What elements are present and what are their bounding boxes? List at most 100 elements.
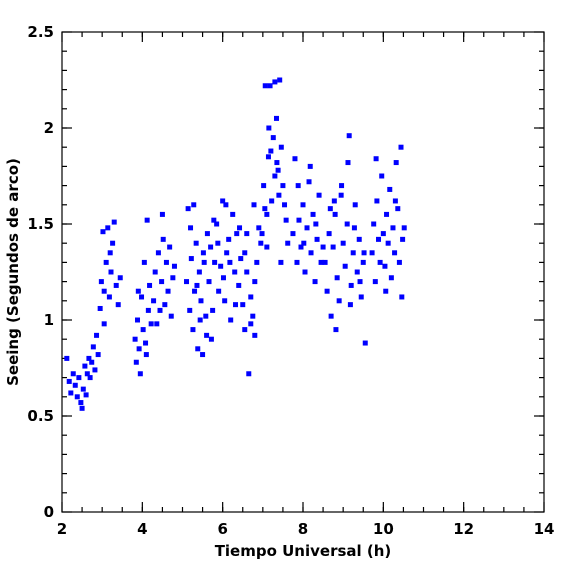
point — [220, 275, 226, 281]
point — [162, 302, 168, 308]
point — [371, 221, 377, 227]
point — [377, 259, 383, 265]
point — [282, 202, 288, 208]
point — [155, 250, 161, 256]
point — [230, 211, 236, 217]
point — [393, 160, 399, 166]
point — [295, 183, 301, 189]
point — [148, 321, 154, 327]
point — [322, 259, 328, 265]
point — [360, 259, 366, 265]
point — [392, 250, 398, 256]
point — [259, 231, 265, 237]
point — [290, 231, 296, 237]
point — [390, 225, 396, 231]
point — [160, 236, 166, 242]
point — [187, 307, 193, 313]
y-tick-label: 0.5 — [27, 407, 54, 425]
point — [86, 355, 92, 361]
point — [320, 244, 326, 250]
point — [356, 236, 362, 242]
point — [238, 256, 244, 262]
point — [132, 336, 138, 342]
point — [64, 355, 70, 361]
point — [318, 259, 324, 265]
y-tick-label: 2 — [44, 119, 54, 137]
point — [218, 263, 224, 269]
point — [107, 250, 113, 256]
point — [236, 282, 242, 288]
point — [312, 279, 318, 285]
point — [252, 279, 258, 285]
point — [401, 225, 407, 231]
point — [144, 217, 150, 223]
point — [188, 256, 194, 262]
point — [133, 359, 139, 365]
point — [192, 288, 198, 294]
point — [302, 269, 308, 275]
x-tick-label: 2 — [57, 520, 67, 538]
point — [314, 236, 320, 242]
point — [280, 183, 286, 189]
point — [203, 313, 209, 319]
point — [277, 77, 283, 83]
point — [350, 250, 356, 256]
point — [268, 148, 274, 154]
point — [296, 217, 302, 223]
point — [212, 259, 218, 265]
point — [135, 288, 141, 294]
point — [308, 250, 314, 256]
point — [165, 288, 171, 294]
point — [171, 263, 177, 269]
point — [400, 236, 406, 242]
point — [240, 302, 246, 308]
point — [83, 392, 89, 398]
point — [185, 206, 191, 212]
point — [208, 336, 214, 342]
point — [145, 307, 151, 313]
point — [258, 240, 264, 246]
point — [98, 279, 104, 285]
point — [383, 288, 389, 294]
point — [110, 240, 116, 246]
point — [224, 250, 230, 256]
point — [250, 313, 256, 319]
x-tick-label: 10 — [373, 520, 394, 538]
point — [361, 250, 367, 256]
point — [216, 288, 222, 294]
point — [330, 244, 336, 250]
point — [326, 231, 332, 237]
point — [333, 327, 339, 333]
y-tick-label: 1 — [44, 311, 54, 329]
point — [232, 269, 238, 275]
point — [143, 340, 149, 346]
point — [151, 298, 157, 304]
point — [163, 259, 169, 265]
point — [294, 259, 300, 265]
point — [316, 192, 322, 198]
point — [385, 240, 391, 246]
point — [233, 302, 239, 308]
point — [327, 206, 333, 212]
point — [197, 317, 203, 323]
point — [398, 144, 404, 150]
point — [78, 400, 84, 406]
point — [261, 183, 267, 189]
point — [101, 321, 107, 327]
point — [256, 225, 262, 231]
point — [193, 240, 199, 246]
point — [246, 371, 252, 377]
point — [345, 160, 351, 166]
point — [242, 250, 248, 256]
point — [358, 294, 364, 300]
point — [242, 327, 248, 333]
point — [188, 225, 194, 231]
point — [272, 173, 278, 179]
point — [395, 206, 401, 212]
point — [278, 259, 284, 265]
point — [206, 279, 212, 285]
point — [267, 83, 273, 89]
point — [292, 156, 298, 162]
point — [348, 282, 354, 288]
